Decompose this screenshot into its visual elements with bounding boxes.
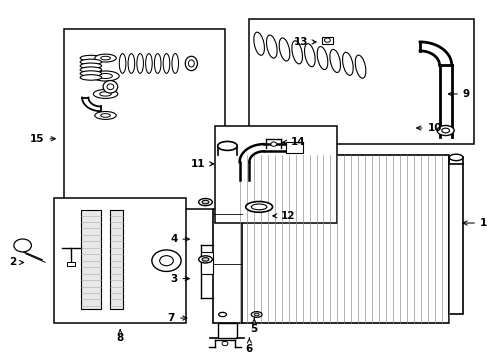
Ellipse shape [95, 54, 116, 62]
Ellipse shape [354, 55, 365, 78]
Bar [81, 211, 101, 309]
Ellipse shape [218, 312, 226, 317]
Circle shape [324, 38, 330, 42]
Circle shape [270, 142, 276, 146]
Bar [200, 252, 212, 274]
Ellipse shape [202, 200, 208, 204]
Bar [448, 164, 462, 315]
Circle shape [159, 256, 173, 266]
Text: 11: 11 [190, 159, 213, 169]
Ellipse shape [217, 141, 237, 150]
Ellipse shape [436, 126, 453, 135]
Text: 3: 3 [170, 274, 189, 284]
Bar [217, 323, 237, 338]
Ellipse shape [101, 56, 110, 60]
Ellipse shape [137, 54, 143, 73]
Bar [321, 37, 332, 44]
Ellipse shape [304, 44, 314, 67]
Bar [54, 198, 185, 323]
Text: 15: 15 [30, 134, 55, 144]
Ellipse shape [448, 154, 462, 161]
Ellipse shape [103, 81, 118, 93]
Bar [212, 155, 242, 323]
Text: 14: 14 [282, 138, 305, 147]
Text: 12: 12 [272, 211, 295, 221]
Ellipse shape [245, 202, 272, 212]
Text: 5: 5 [250, 318, 257, 334]
Text: 6: 6 [245, 338, 252, 354]
Text: 2: 2 [9, 257, 23, 267]
Ellipse shape [95, 112, 116, 120]
Ellipse shape [163, 54, 169, 73]
Ellipse shape [80, 71, 102, 76]
Text: 10: 10 [416, 123, 441, 133]
Ellipse shape [80, 67, 102, 72]
Ellipse shape [154, 54, 161, 73]
Bar [249, 19, 473, 144]
Ellipse shape [291, 41, 302, 64]
Text: 9: 9 [447, 89, 469, 99]
Ellipse shape [279, 38, 289, 61]
Bar [67, 262, 75, 266]
Ellipse shape [107, 84, 114, 90]
Ellipse shape [101, 114, 110, 117]
Ellipse shape [254, 313, 259, 316]
Ellipse shape [119, 54, 125, 73]
Ellipse shape [128, 54, 134, 73]
Ellipse shape [80, 63, 102, 68]
Ellipse shape [92, 71, 119, 81]
Ellipse shape [145, 54, 152, 73]
Text: 1: 1 [462, 218, 486, 228]
Bar [64, 30, 224, 209]
Ellipse shape [251, 312, 262, 318]
Ellipse shape [172, 54, 178, 73]
Ellipse shape [251, 204, 266, 210]
Bar [239, 155, 448, 323]
Ellipse shape [342, 52, 352, 75]
Circle shape [152, 250, 181, 271]
Text: 4: 4 [170, 234, 189, 244]
Ellipse shape [202, 258, 208, 261]
Ellipse shape [198, 256, 212, 263]
Ellipse shape [99, 73, 112, 78]
Ellipse shape [188, 60, 194, 67]
Bar [285, 142, 303, 153]
Ellipse shape [441, 128, 448, 133]
Circle shape [14, 239, 31, 252]
Ellipse shape [93, 89, 118, 98]
Text: 7: 7 [167, 313, 186, 323]
Ellipse shape [198, 198, 212, 206]
Ellipse shape [80, 59, 102, 65]
Ellipse shape [329, 49, 340, 72]
Bar [215, 126, 336, 223]
Text: 13: 13 [293, 37, 315, 47]
Ellipse shape [317, 46, 327, 69]
Ellipse shape [100, 92, 111, 96]
Ellipse shape [80, 55, 102, 61]
Bar [110, 211, 122, 309]
Ellipse shape [266, 35, 277, 58]
Circle shape [222, 341, 227, 346]
Text: 8: 8 [116, 330, 123, 343]
Ellipse shape [185, 56, 197, 71]
Ellipse shape [253, 32, 264, 55]
Ellipse shape [80, 75, 102, 80]
